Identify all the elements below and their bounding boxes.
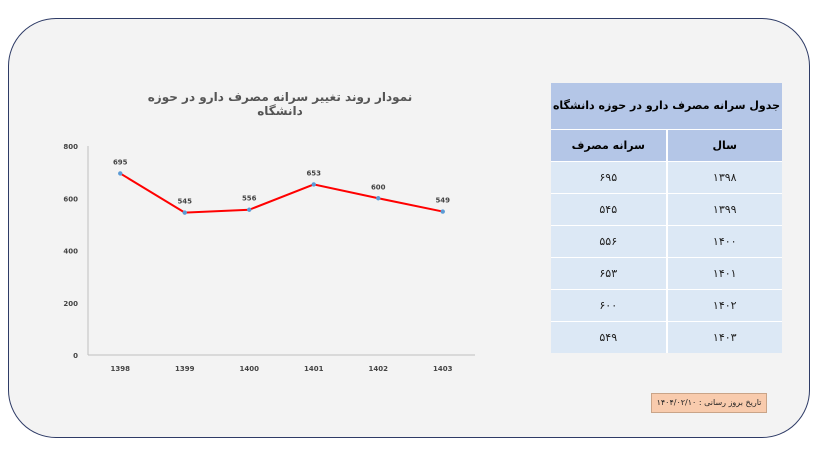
data-point [118,171,123,176]
chart-title: نمودار روند تغییر سرانه مصرف دارو در حوز… [147,90,413,118]
cell-per-capita: ۵۴۵ [599,203,618,216]
data-label: 545 [177,198,192,206]
cell-per-capita: ۶۹۵ [599,171,618,184]
table-row: ۱۴۰۰ ۵۵۶ [551,225,782,257]
cell-year: ۱۴۰۲ [665,290,783,321]
cell-per-capita: ۶۰۰ [599,299,618,312]
cell-per-capita: ۵۴۹ [599,331,618,344]
y-tick-label: 400 [63,248,78,256]
y-tick-label: 600 [63,195,78,203]
y-tick-label: 800 [63,143,78,151]
table-title: جدول سرانه مصرف دارو در حوزه دانشگاه [551,83,782,129]
data-label: 549 [435,197,450,205]
cell-year: ۱۴۰۳ [665,322,783,353]
data-label: 695 [113,158,128,166]
data-point [311,182,316,187]
update-date-badge: تاریخ بروز رسانی : ۱۴۰۴/۰۲/۱۰ [651,393,767,413]
cell-year: ۱۳۹۹ [665,194,783,225]
table-header-row: سال سرانه مصرف [551,129,782,161]
y-tick-label: 0 [73,352,78,360]
data-label: 556 [242,195,257,203]
cell-year: ۱۴۰۱ [665,258,783,289]
data-label: 653 [306,169,321,177]
data-point [182,210,187,215]
table-row: ۱۴۰۱ ۶۵۳ [551,257,782,289]
x-tick-label: 1401 [304,365,324,373]
y-tick-label: 200 [63,300,78,308]
x-tick-label: 1400 [240,365,260,373]
data-point [376,196,381,201]
table-body: ۱۳۹۸ ۶۹۵ ۱۳۹۹ ۵۴۵ ۱۴۰۰ ۵۵۶ ۱۴۰۱ ۶۵۳ ۱۴۰۲ ۶۰۰ ۱۴۰۳ ۵… [551,161,782,353]
table-row: ۱۳۹۹ ۵۴۵ [551,193,782,225]
cell-year: ۱۳۹۸ [665,162,783,193]
line-chart: 0 200 400 600 800 1398 1399 1400 1401 1402 1403 695… [63,143,475,373]
x-tick-label: 1402 [369,365,389,373]
header-per-capita: سرانه مصرف [571,139,645,152]
series-line [119,172,443,214]
data-label: 600 [371,183,386,191]
data-point [440,209,445,214]
table-row: ۱۳۹۸ ۶۹۵ [551,161,782,193]
cell-year: ۱۴۰۰ [665,226,783,257]
cell-per-capita: ۵۵۶ [599,235,618,248]
consumption-table: جدول سرانه مصرف دارو در حوزه دانشگاه سال… [551,83,782,353]
x-tick-label: 1403 [433,365,453,373]
data-point [247,207,252,212]
x-tick-label: 1398 [111,365,131,373]
table-row: ۱۴۰۲ ۶۰۰ [551,289,782,321]
x-tick-label: 1399 [175,365,195,373]
cell-per-capita: ۶۵۳ [599,267,618,280]
table-row: ۱۴۰۳ ۵۴۹ [551,321,782,353]
header-year: سال [665,130,783,161]
